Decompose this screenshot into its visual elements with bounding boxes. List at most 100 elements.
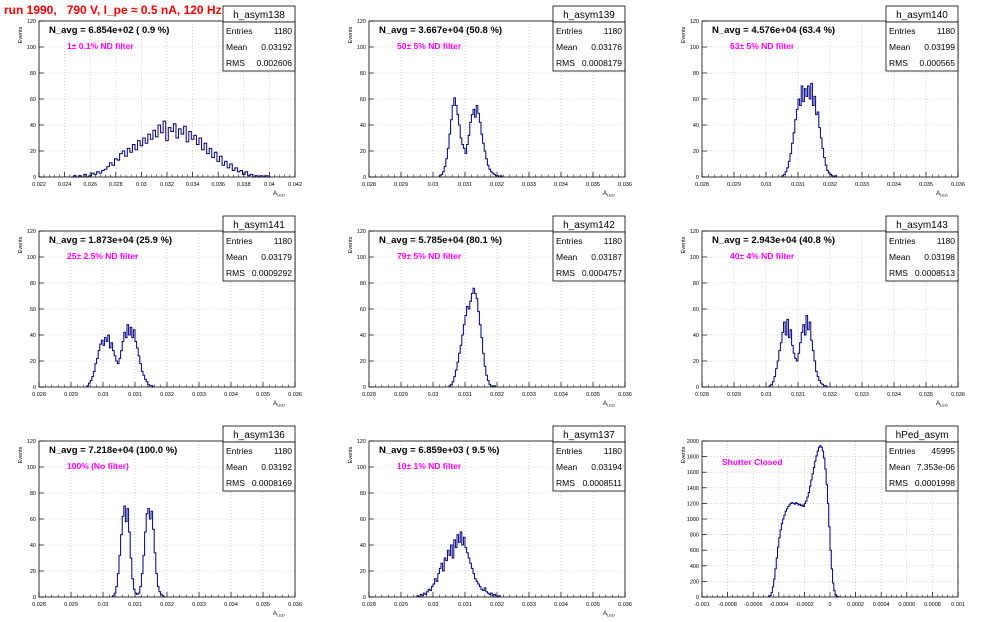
y-axis-title: Events bbox=[681, 26, 687, 43]
x-tick-label: 0.026 bbox=[83, 182, 97, 188]
stats-value: 1180 bbox=[274, 236, 293, 246]
x-tick-label: 0.036 bbox=[211, 182, 225, 188]
x-tick-label: 0.042 bbox=[288, 182, 302, 188]
stats-value: 0.03198 bbox=[924, 252, 955, 262]
y-tick-label: 400 bbox=[690, 564, 699, 570]
y-tick-label: 2000 bbox=[687, 439, 699, 445]
x-tick-label: 0.035 bbox=[919, 182, 933, 188]
y-axis-title: Events bbox=[348, 446, 354, 463]
y-tick-label: 40 bbox=[360, 543, 366, 549]
x-tick-label: 0.035 bbox=[256, 602, 270, 608]
histogram-bars bbox=[448, 287, 496, 388]
x-tick-label: 0.028 bbox=[109, 182, 123, 188]
stats-value: 1180 bbox=[604, 236, 623, 246]
histogram-panel-h_asym141: 0.028 0.029 0.03 0.031 0.032 0.033 0.034 0.035 0… bbox=[18, 215, 302, 408]
stats-value: 45995 bbox=[931, 446, 955, 456]
x-tick-label: 0.032 bbox=[160, 182, 174, 188]
stats-label: RMS bbox=[889, 478, 908, 488]
x-tick-label: 0.034 bbox=[554, 392, 568, 398]
filter-annotation: 50± 5% ND filter bbox=[397, 41, 462, 51]
stats-label: RMS bbox=[556, 268, 575, 278]
y-tick-label: 60 bbox=[30, 97, 36, 103]
y-tick-label: 60 bbox=[360, 97, 366, 103]
y-tick-label: 120 bbox=[27, 439, 36, 445]
stats-value: 7.353e-06 bbox=[917, 462, 956, 472]
x-tick-label: 0.03 bbox=[98, 602, 109, 608]
x-tick-label: 0.032 bbox=[490, 602, 504, 608]
stats-label: RMS bbox=[556, 478, 575, 488]
y-axis-title: Events bbox=[681, 236, 687, 253]
x-tick-label: 0.03 bbox=[761, 392, 772, 398]
histogram-bars bbox=[112, 505, 166, 598]
y-axis-title: Events bbox=[18, 446, 24, 463]
x-tick-label: 0.0002 bbox=[847, 602, 864, 608]
y-tick-label: 60 bbox=[30, 517, 36, 523]
y-tick-label: 200 bbox=[690, 579, 699, 585]
x-tick-label: 0.04 bbox=[264, 182, 275, 188]
y-axis-title: Events bbox=[348, 26, 354, 43]
y-tick-label: 20 bbox=[30, 149, 36, 155]
x-tick-label: 0.028 bbox=[32, 602, 46, 608]
stats-value: 0.03192 bbox=[261, 42, 292, 52]
x-axis-title: ALED bbox=[603, 191, 615, 198]
y-tick-label: 120 bbox=[357, 439, 366, 445]
stats-box-body bbox=[222, 231, 296, 282]
histogram-bars bbox=[71, 120, 271, 178]
y-tick-label: 40 bbox=[693, 123, 699, 129]
x-tick-label: 0.033 bbox=[855, 182, 869, 188]
y-tick-label: 120 bbox=[357, 229, 366, 235]
x-tick-label: 0.0006 bbox=[898, 602, 915, 608]
y-tick-label: 20 bbox=[360, 569, 366, 575]
stats-label: RMS bbox=[226, 58, 245, 68]
y-tick-label: 600 bbox=[690, 548, 699, 554]
x-tick-label: 0.036 bbox=[288, 392, 302, 398]
histogram-bars bbox=[86, 324, 155, 388]
x-tick-label: -0.0006 bbox=[744, 602, 763, 608]
stats-value: 0.000565 bbox=[920, 58, 956, 68]
x-tick-label: -0.001 bbox=[694, 602, 710, 608]
histogram-name: h_asym141 bbox=[233, 220, 285, 231]
x-tick-label: 0.036 bbox=[288, 602, 302, 608]
stats-label: Entries bbox=[226, 446, 252, 456]
navg-label: N_avg = 7.218e+04 (100.0 %) bbox=[49, 445, 177, 456]
stats-label: Entries bbox=[226, 236, 252, 246]
x-tick-label: 0.03 bbox=[761, 182, 772, 188]
stats-box: h_asym136 Entries 1180 Mean 0.03192 RMS 0.0008… bbox=[222, 425, 296, 492]
x-tick-label: 0.024 bbox=[58, 182, 72, 188]
x-axis-title: ALED bbox=[603, 611, 615, 618]
x-tick-label: 0.033 bbox=[855, 392, 869, 398]
y-tick-label: 0 bbox=[33, 175, 36, 181]
stats-label: Mean bbox=[226, 252, 248, 262]
histogram-name: h_asym142 bbox=[563, 220, 615, 231]
y-tick-label: 20 bbox=[693, 149, 699, 155]
x-tick-label: 0.03 bbox=[428, 392, 439, 398]
x-tick-label: 0.035 bbox=[256, 392, 270, 398]
x-axis-title: ALED bbox=[936, 401, 948, 408]
x-tick-label: 0.034 bbox=[224, 602, 238, 608]
x-tick-label: 0.036 bbox=[618, 182, 632, 188]
y-tick-label: 20 bbox=[360, 149, 366, 155]
stats-value: 0.03192 bbox=[261, 462, 292, 472]
x-tick-label: 0.038 bbox=[237, 182, 251, 188]
navg-label: N_avg = 3.667e+04 (50.8 %) bbox=[379, 25, 502, 36]
x-tick-label: 0.0008 bbox=[924, 602, 941, 608]
y-tick-label: 0 bbox=[696, 385, 699, 391]
stats-value: 1180 bbox=[274, 446, 293, 456]
filter-annotation: 40± 4% ND filter bbox=[730, 251, 795, 261]
stats-label: RMS bbox=[889, 268, 908, 278]
stats-box-body bbox=[552, 21, 626, 72]
stats-value: 0.03176 bbox=[591, 42, 622, 52]
x-tick-label: 0.034 bbox=[224, 392, 238, 398]
filter-annotation: 79± 5% ND filter bbox=[397, 251, 462, 261]
x-axis-title: ALED bbox=[273, 191, 285, 198]
stats-label: Entries bbox=[889, 446, 915, 456]
y-tick-label: 80 bbox=[360, 491, 366, 497]
stats-box: h_asym138 Entries 1180 Mean 0.03192 RMS 0.0026… bbox=[222, 5, 296, 72]
y-tick-label: 20 bbox=[360, 359, 366, 365]
x-tick-label: 0.033 bbox=[192, 392, 206, 398]
y-tick-label: 120 bbox=[690, 229, 699, 235]
y-tick-label: 120 bbox=[27, 19, 36, 25]
histogram-name: h_asym137 bbox=[563, 430, 615, 441]
stats-box: h_asym139 Entries 1180 Mean 0.03176 RMS 0.0008… bbox=[552, 5, 626, 72]
y-tick-label: 40 bbox=[30, 123, 36, 129]
